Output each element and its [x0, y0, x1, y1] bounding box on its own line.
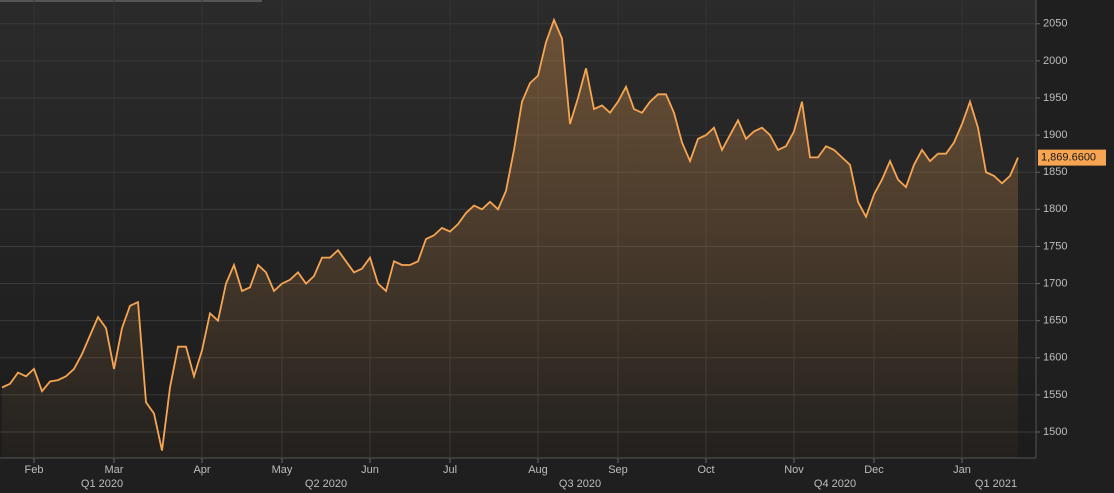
x-tick-label: Aug [528, 464, 548, 476]
period-label: Q1 2021 [975, 478, 1017, 490]
area [2, 20, 1018, 458]
last-value-label: 1,869.6600 [1041, 152, 1096, 164]
x-tick-label: Jun [361, 464, 379, 476]
y-tick-label: 1500 [1043, 426, 1067, 438]
x-tick-label: Jul [443, 464, 457, 476]
y-tick-label: 1900 [1043, 129, 1067, 141]
y-tick-label: 2050 [1043, 18, 1067, 30]
x-tick-label: Mar [105, 464, 124, 476]
x-tick-label: Nov [784, 464, 804, 476]
y-tick-label: 1550 [1043, 389, 1067, 401]
y-tick-label: 1750 [1043, 240, 1067, 252]
last-value-box [1038, 149, 1106, 166]
period-label: Q1 2020 [81, 478, 123, 490]
y-tick-label: 1800 [1043, 203, 1067, 215]
line [1, 17, 1019, 451]
y-tick-label: 1650 [1043, 315, 1067, 327]
y-tick-label: 1950 [1043, 92, 1067, 104]
x-tick-label: Apr [193, 464, 210, 476]
x-tick-label: Dec [864, 464, 884, 476]
x-tick-label: Sep [608, 464, 628, 476]
top-bar [0, 0, 262, 2]
period-label: Q4 2020 [814, 478, 856, 490]
y-tick-label: 1850 [1043, 166, 1067, 178]
y-tick-label: 1600 [1043, 352, 1067, 364]
y-tick-label: 2000 [1043, 55, 1067, 67]
x-tick-label: Feb [25, 464, 44, 476]
x-tick-label: Jan [953, 464, 971, 476]
period-label: Q2 2020 [305, 478, 347, 490]
x-tick-label: Oct [697, 464, 714, 476]
y-tick-label: 1700 [1043, 277, 1067, 289]
period-label: Q3 2020 [559, 478, 601, 490]
x-tick-label: May [272, 464, 293, 476]
